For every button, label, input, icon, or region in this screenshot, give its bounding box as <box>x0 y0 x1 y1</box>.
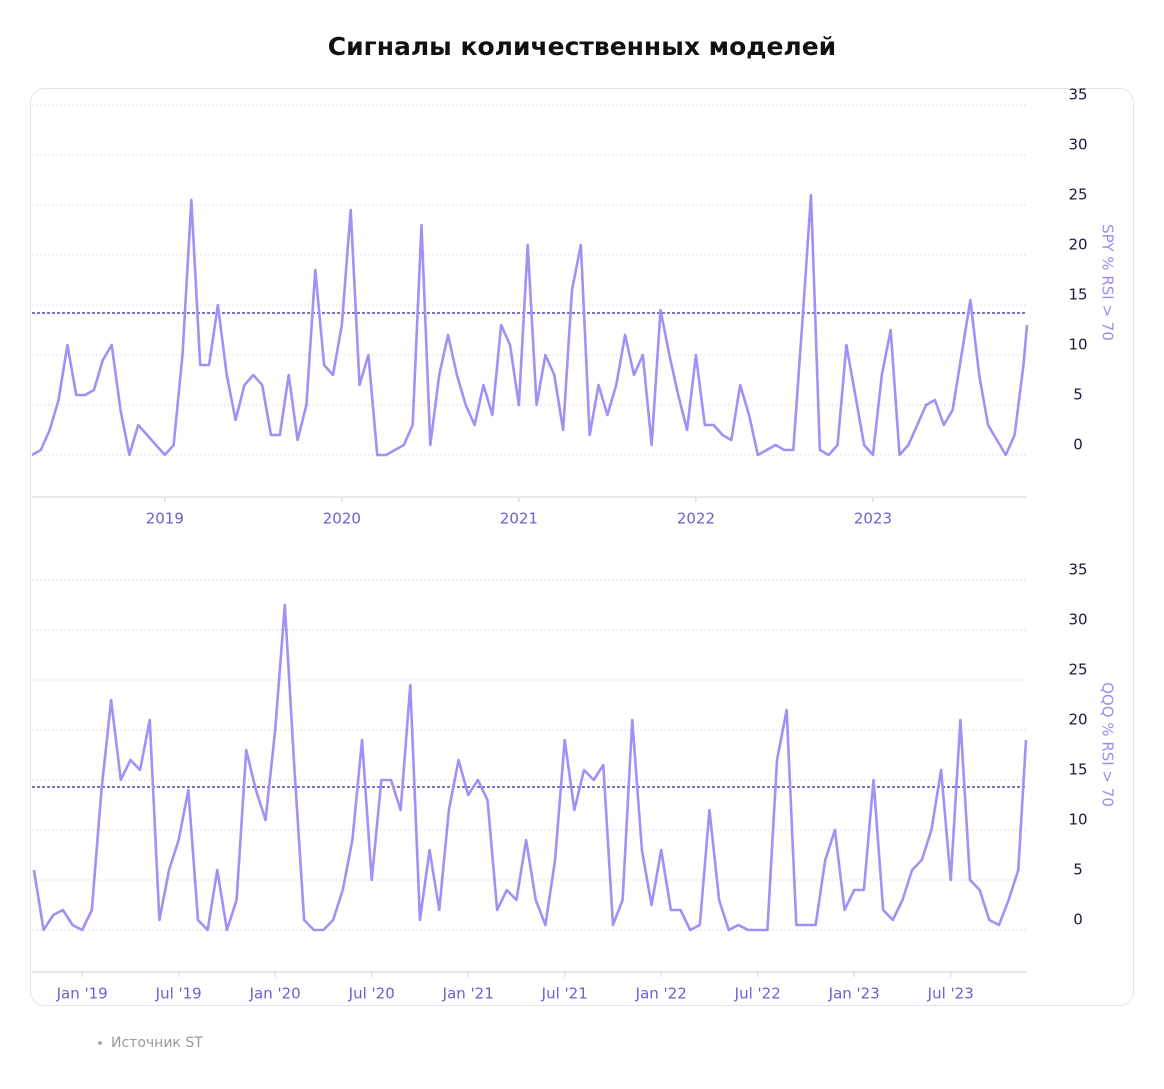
x-tick-label: Jan '22 <box>635 985 687 1003</box>
x-tick-label: Jan '19 <box>56 985 108 1003</box>
y-tick-label: 25 <box>1068 186 1087 204</box>
x-tick-label: Jul '19 <box>155 985 202 1003</box>
y-tick-label: 30 <box>1068 136 1087 154</box>
x-tick-label: 2022 <box>677 510 715 528</box>
source-bullet <box>98 1041 102 1045</box>
card <box>30 88 1134 1006</box>
x-tick-label: 2021 <box>500 510 538 528</box>
x-tick-label: 2023 <box>854 510 892 528</box>
chart-title: Сигналы количественных моделей <box>328 32 836 61</box>
y-tick-label: 35 <box>1068 86 1087 104</box>
y-tick-label: 20 <box>1068 711 1087 729</box>
y-axis-title: QQQ % RSI > 70 <box>1099 682 1117 807</box>
y-tick-label: 0 <box>1073 911 1083 929</box>
x-tick-label: Jul '21 <box>541 985 588 1003</box>
source: Источник ST <box>111 1035 203 1051</box>
y-tick-label: 20 <box>1068 236 1087 254</box>
x-tick-label: Jul '20 <box>348 985 395 1003</box>
y-tick-label: 10 <box>1068 811 1087 829</box>
x-tick-label: 2019 <box>146 510 184 528</box>
y-tick-label: 15 <box>1068 761 1087 779</box>
y-tick-label: 25 <box>1068 661 1087 679</box>
x-tick-label: 2020 <box>323 510 361 528</box>
plots: 0 5 10 15 20 25 30 35 2019 2020 2021 2022 2023 SPY % … <box>31 86 1117 1003</box>
y-tick-label: 15 <box>1068 286 1087 304</box>
x-tick-label: Jan '23 <box>828 985 880 1003</box>
y-tick-label: 35 <box>1068 561 1087 579</box>
y-tick-label: 5 <box>1073 861 1083 879</box>
series-line <box>31 193 1029 457</box>
y-tick-label: 30 <box>1068 611 1087 629</box>
x-tick-label: Jul '23 <box>927 985 974 1003</box>
y-tick-label: 0 <box>1073 436 1083 454</box>
y-axis-title: SPY % RSI > 70 <box>1099 224 1117 341</box>
x-tick-label: Jan '21 <box>442 985 494 1003</box>
series-line <box>32 603 1028 932</box>
x-tick-label: Jul '22 <box>734 985 781 1003</box>
y-tick-label: 10 <box>1068 336 1087 354</box>
x-tick-label: Jan '20 <box>249 985 301 1003</box>
y-tick-label: 5 <box>1073 386 1083 404</box>
